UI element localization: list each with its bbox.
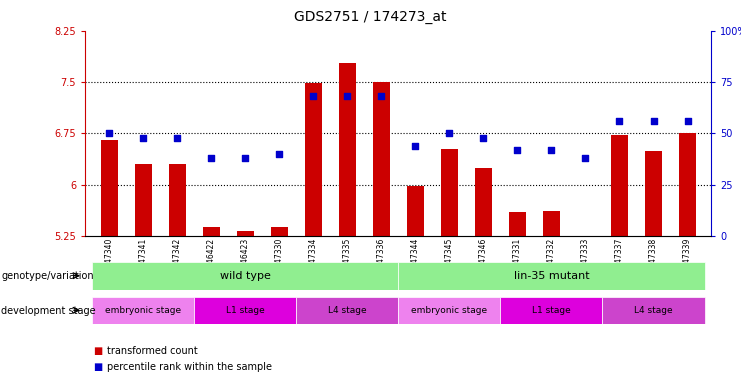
Point [273,151,285,157]
Text: transformed count: transformed count [107,346,198,356]
Point [614,118,625,124]
Bar [475,168,492,236]
Point [376,93,388,99]
Text: embryonic stage: embryonic stage [411,306,488,315]
Bar [169,164,185,236]
Bar [339,63,356,236]
Text: embryonic stage: embryonic stage [105,306,181,315]
Bar [509,212,526,236]
Text: percentile rank within the sample: percentile rank within the sample [107,362,273,372]
Bar [577,236,594,238]
Point [239,155,251,161]
Bar [611,136,628,236]
Text: genotype/variation: genotype/variation [1,271,94,281]
Bar [135,164,152,236]
Point [137,134,149,141]
Bar [296,297,399,324]
Bar [92,297,194,324]
Point [477,134,489,141]
Text: ■: ■ [93,346,102,356]
Bar [202,227,219,236]
Bar [500,297,602,324]
Text: ■: ■ [93,362,102,372]
Point [409,143,421,149]
Bar [399,262,705,290]
Point [545,147,557,153]
Point [103,131,115,137]
Bar [270,227,288,236]
Bar [373,82,390,236]
Bar [101,140,118,236]
Point [648,118,659,124]
Point [579,155,591,161]
Bar [602,297,705,324]
Text: GDS2751 / 174273_at: GDS2751 / 174273_at [294,10,447,23]
Text: wild type: wild type [220,271,270,281]
Text: L4 stage: L4 stage [328,306,367,315]
Bar [407,186,424,236]
Bar [679,134,696,236]
Bar [543,211,560,236]
Point [205,155,217,161]
Bar [399,297,500,324]
Bar [236,232,253,236]
Text: L1 stage: L1 stage [532,306,571,315]
Point [171,134,183,141]
Point [308,93,319,99]
Bar [194,297,296,324]
Point [443,131,455,137]
Point [511,147,523,153]
Text: development stage: development stage [1,306,96,316]
Point [342,93,353,99]
Bar [645,151,662,236]
Bar [92,262,399,290]
Bar [305,83,322,236]
Text: lin-35 mutant: lin-35 mutant [514,271,589,281]
Text: L1 stage: L1 stage [226,306,265,315]
Point [682,118,694,124]
Bar [441,149,458,236]
Text: L4 stage: L4 stage [634,306,673,315]
